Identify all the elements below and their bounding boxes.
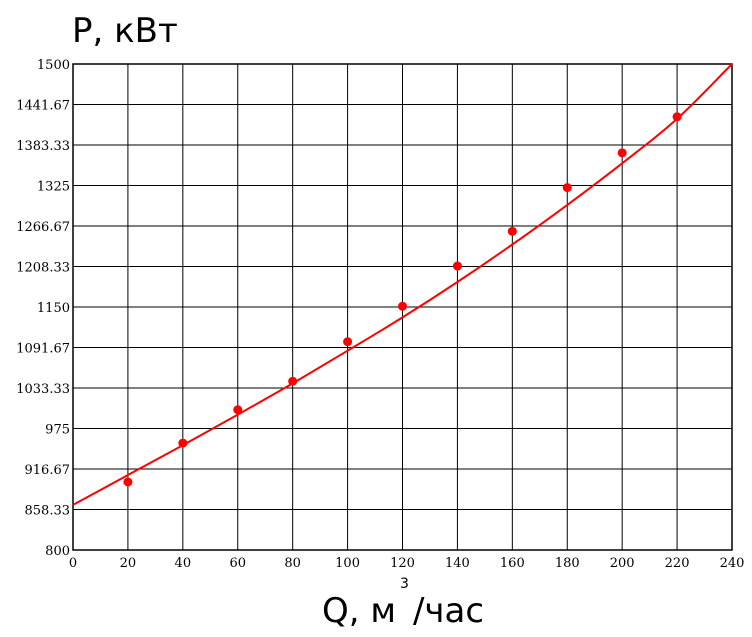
data-point — [343, 337, 353, 347]
x-tick-labels: 0 20 40 60 80 100 120 140 160 180 200 220 240 — [69, 556, 745, 571]
x-tick-label: 240 — [720, 556, 745, 571]
y-tick-label: 1325 — [37, 180, 70, 195]
y-tick-label: 858.33 — [25, 504, 71, 519]
data-point — [452, 261, 462, 271]
y-tick-label: 1033.33 — [16, 382, 70, 397]
x-tick-label: 40 — [175, 556, 192, 571]
x-tick-label: 80 — [284, 556, 301, 571]
x-tick-label: 20 — [120, 556, 137, 571]
x-axis-label: Q, м 3 /час — [322, 575, 484, 631]
x-tick-label: 100 — [335, 556, 360, 571]
y-tick-labels: 800 858.33 916.67 975 1033.33 1091.67 1150 1208… — [16, 58, 70, 559]
x-axis-label-superscript: 3 — [400, 576, 409, 592]
x-tick-label: 120 — [390, 556, 415, 571]
y-tick-label: 1441.67 — [16, 99, 70, 114]
y-tick-label: 1150 — [37, 301, 70, 316]
y-tick-label: 1266.67 — [16, 220, 70, 235]
x-axis-label-main: Q, м — [322, 591, 396, 631]
y-tick-label: 1208.33 — [16, 261, 70, 276]
data-point — [288, 376, 298, 386]
x-tick-label: 160 — [500, 556, 525, 571]
y-tick-label: 1500 — [37, 58, 70, 73]
data-point — [178, 438, 188, 448]
y-axis-label: P, кВт — [72, 11, 178, 51]
data-point — [123, 477, 133, 487]
x-tick-label: 0 — [69, 556, 77, 571]
y-tick-label: 800 — [45, 544, 70, 559]
data-point — [562, 183, 572, 193]
x-tick-label: 180 — [555, 556, 580, 571]
y-tick-label: 916.67 — [25, 463, 71, 478]
x-tick-label: 220 — [665, 556, 690, 571]
data-point — [672, 112, 682, 122]
x-tick-label: 140 — [445, 556, 470, 571]
x-tick-label: 200 — [610, 556, 635, 571]
x-axis-label-tail: /час — [413, 591, 484, 631]
data-point — [233, 405, 243, 415]
x-tick-label: 60 — [229, 556, 246, 571]
y-tick-label: 1091.67 — [16, 342, 70, 357]
y-tick-label: 975 — [45, 423, 70, 438]
data-points — [123, 112, 682, 487]
data-point — [398, 301, 407, 311]
data-point — [617, 148, 627, 158]
plot-frame — [72, 63, 733, 551]
data-point — [507, 226, 517, 236]
y-tick-label: 1383.33 — [16, 139, 70, 154]
